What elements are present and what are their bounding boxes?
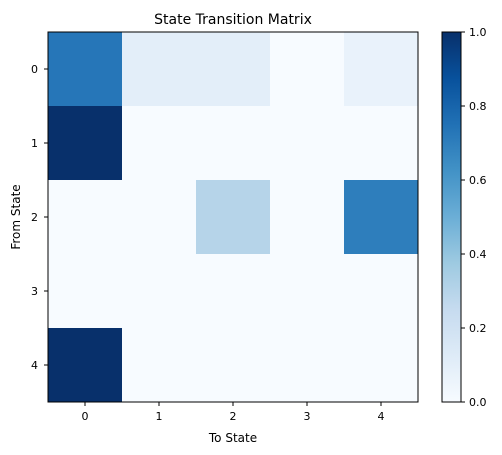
y-axis-ticks: 0 1 2 3 4 [31, 63, 48, 372]
heatmap-cell [270, 328, 345, 403]
heatmap-cell [344, 32, 419, 107]
heatmap-cell [196, 254, 271, 329]
heatmap-cell [48, 328, 123, 403]
y-tick-label: 0 [31, 63, 38, 76]
heatmap-cell [270, 32, 345, 107]
heatmap-cell [270, 106, 345, 181]
x-axis-label: To State [208, 431, 257, 445]
heatmap-cell [48, 254, 123, 329]
colorbar-ticks: 0.0 0.2 0.4 0.6 0.8 1.0 [461, 26, 487, 409]
x-tick-label: 4 [378, 410, 385, 423]
heatmap-cell [196, 106, 271, 181]
colorbar-tick-label: 0.0 [469, 396, 487, 409]
heatmap-cell [344, 180, 419, 255]
y-axis-label: From State [9, 184, 23, 249]
colorbar-frame [441, 31, 462, 403]
heatmap-cell [344, 106, 419, 181]
x-axis-ticks: 0 1 2 3 4 [82, 402, 385, 423]
y-tick-label: 3 [31, 285, 38, 298]
heatmap-cell [270, 254, 345, 329]
colorbar-tick-label: 0.6 [469, 174, 487, 187]
heatmap-cell [48, 180, 123, 255]
heatmap-cell [196, 32, 271, 107]
heatmap-cell [270, 180, 345, 255]
x-tick-label: 2 [230, 410, 237, 423]
colorbar-tick-label: 0.2 [469, 322, 487, 335]
heatmap-cell [344, 328, 419, 403]
heatmap-cell [344, 254, 419, 329]
heatmap-cell [122, 106, 197, 181]
colorbar-tick-label: 1.0 [469, 26, 487, 39]
x-tick-label: 3 [304, 410, 311, 423]
y-tick-label: 4 [31, 359, 38, 372]
y-tick-label: 2 [31, 211, 38, 224]
heatmap-cell [122, 180, 197, 255]
heatmap-cell [122, 328, 197, 403]
heatmap-cell [48, 32, 123, 107]
y-tick-label: 1 [31, 137, 38, 150]
heatmap-cell [48, 106, 123, 181]
heatmap-cell [122, 32, 197, 107]
colorbar-tick-label: 0.8 [469, 100, 487, 113]
heatmap-cell [196, 328, 271, 403]
heatmap-cell [196, 180, 271, 255]
chart-title: State Transition Matrix [154, 12, 312, 28]
heatmap-cell [122, 254, 197, 329]
colorbar-tick-label: 0.4 [469, 248, 487, 261]
heatmap-cells [48, 32, 419, 403]
x-tick-label: 1 [156, 410, 163, 423]
colorbar [442, 32, 461, 402]
x-tick-label: 0 [82, 410, 89, 423]
